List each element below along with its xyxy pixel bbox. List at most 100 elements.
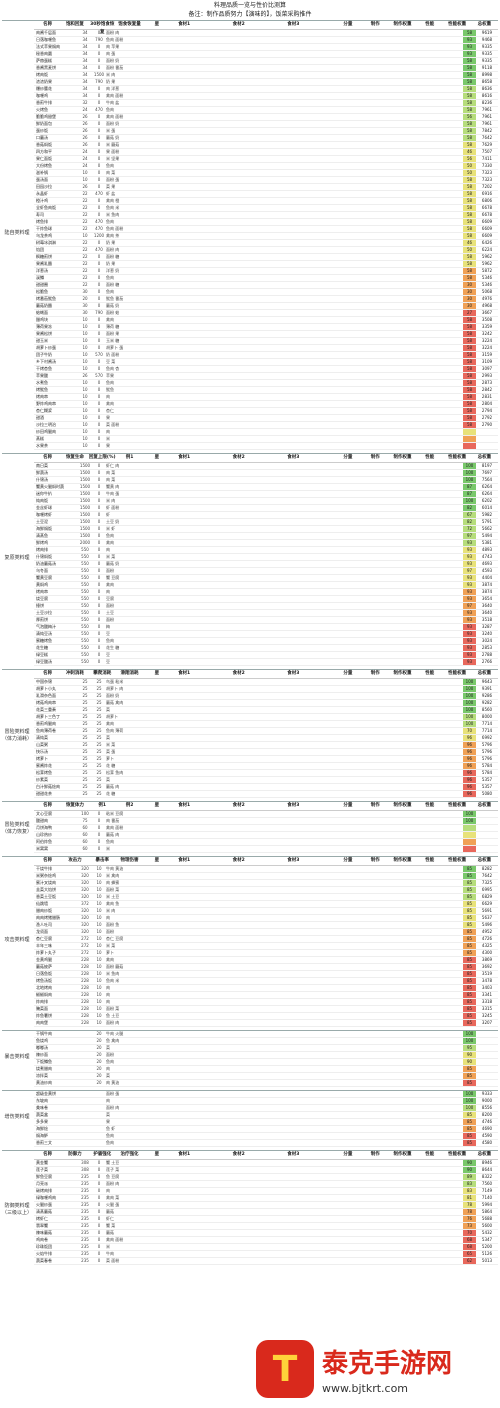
table-row: 乡下村酱汤 10 0 豆 菜 58 3109 — [34, 359, 498, 366]
spacer — [136, 373, 463, 379]
stat-2: 10 — [96, 915, 102, 920]
ingredients: 米 坚果 — [106, 156, 120, 161]
total-weight: 9643 — [481, 679, 493, 684]
column-header: 食材2 — [232, 671, 245, 676]
stat-1 — [78, 1038, 92, 1044]
dish-name: 阿伯炸鱼 — [36, 839, 52, 844]
stat-1: 235 — [81, 1188, 89, 1193]
ingredients: 豆 菜 — [106, 359, 116, 364]
score-cell: 96 — [463, 756, 476, 762]
score-cell: 58 — [463, 366, 476, 372]
stat-1 — [78, 1073, 92, 1079]
spacer — [136, 1251, 463, 1257]
stat-1: 24 — [82, 156, 88, 161]
ingredients: 米 肉 — [106, 72, 116, 77]
score-cell: 58 — [463, 422, 476, 428]
score-cell: 30 — [463, 282, 476, 288]
table-row: 绿咖喱鸡肉 235 0 禽肉 菜 81 7140 — [34, 1195, 498, 1202]
dish-name: 腌菜面 — [36, 1006, 48, 1011]
total-weight: 9286 — [481, 693, 493, 698]
score-cell: 87 — [463, 491, 476, 497]
stat-2: 470 — [95, 226, 103, 231]
page-note: 备注：制作品质努力【演味的】，饭菜采购推件 — [188, 11, 312, 18]
table-row: 鱼烧鸡 20 鱼 禽肉 100 — [34, 1038, 498, 1045]
stat-2 — [92, 1112, 106, 1118]
ingredients: 面粉 蘑菇 — [106, 964, 124, 969]
table-row: 绿豆糕 550 0 豆 93 2788 — [34, 652, 498, 659]
stat-2: 0 — [97, 282, 101, 287]
score-cell: 93 — [463, 44, 476, 50]
table-row: 大份烤鱼 24 0 鱼肉 50 7330 — [34, 163, 498, 170]
ingredients: 肉 — [106, 394, 110, 399]
total-weight: 3109 — [481, 359, 493, 364]
table-row: 火焰牛排 235 0 牛肉 65 5126 — [34, 1251, 498, 1258]
dish-name: 蜜酱炸花 — [36, 763, 52, 768]
spacer — [136, 735, 463, 741]
table-row: 酸甜肉 75 0 肉 番茄 100 — [34, 818, 498, 825]
stat-2: 20 — [96, 1066, 102, 1071]
total-weight — [476, 1059, 498, 1065]
spacer — [136, 1006, 463, 1012]
column-header: 制作 — [370, 803, 380, 808]
score-cell: 58 — [463, 128, 476, 134]
dish-name: 四方和平 — [36, 149, 52, 154]
score-cell: 62 — [463, 1258, 476, 1264]
spacer — [136, 72, 463, 78]
table-row: 海鲜烩 鱼 虾 85 4690 — [34, 1126, 498, 1133]
spacer — [136, 742, 463, 748]
score-cell: 30 — [463, 303, 476, 309]
spacer — [136, 1013, 463, 1019]
score-cell: 85 — [463, 978, 476, 984]
dish-name: 沙拉三明治 — [36, 422, 56, 427]
stat-2: 25 — [96, 686, 102, 691]
column-header: 暴击率 — [95, 858, 109, 863]
total-weight: 8658 — [481, 79, 493, 84]
column-header: 制作权重 — [393, 1152, 412, 1157]
ingredients: 面粉 番茄 — [106, 65, 124, 70]
column-header — [198, 802, 225, 810]
spacer — [136, 763, 463, 769]
stat-1: 10 — [82, 324, 88, 329]
ingredients: 面粉 糖 — [106, 254, 120, 259]
table-row: 清炖豆汤 550 0 豆 93 3240 — [34, 631, 498, 638]
column-header: 制作 — [370, 455, 380, 460]
ingredients: 豆腐 — [106, 596, 114, 601]
score-cell: 93 — [463, 540, 476, 546]
total-weight: 5346 — [481, 282, 493, 287]
table-row: 蟹黄豆腐 550 0 蟹 豆腐 93 4404 — [34, 575, 498, 582]
table-row: 土豆泥 1500 0 土豆 奶 82 5791 — [34, 519, 498, 526]
table-row: 南日菜 1500 0 虾仁 肉 100 8197 — [34, 463, 498, 470]
stat-2: 0 — [97, 338, 101, 343]
column-header: 食材2 — [232, 858, 245, 863]
dish-name: 鲜鱼豆腐 — [36, 1174, 52, 1179]
stat-2: 10 — [96, 1006, 102, 1011]
stat-2: 0 — [97, 463, 101, 468]
total-weight: 6829 — [481, 894, 493, 899]
spacer — [136, 1066, 463, 1072]
total-weight: 5637 — [481, 915, 493, 920]
ingredients: 土豆 — [106, 610, 114, 615]
table-row: 翡翠蟹 235 0 蟹 菜 73 5600 — [34, 1223, 498, 1230]
stat-1: 550 — [81, 638, 89, 643]
stat-1: 10 — [82, 338, 88, 343]
stat-2: 20 — [96, 1031, 102, 1036]
stat-1: 22 — [82, 205, 88, 210]
stat-2: 0 — [97, 163, 101, 168]
total-weight: 5200 — [481, 1244, 493, 1249]
spacer — [136, 839, 463, 845]
total-weight: 5347 — [481, 1237, 493, 1242]
ingredients: 牛肉 蛋 — [106, 491, 120, 496]
ingredients: 蟹 土豆 — [106, 1160, 120, 1165]
dish-name: 韭菜大馅饼 — [36, 887, 56, 892]
stat-1: 550 — [81, 624, 89, 629]
stat-1: 26 — [82, 121, 88, 126]
spacer — [136, 275, 463, 281]
dish-name: 辣炒面 — [36, 1052, 48, 1057]
score-cell: 30 — [463, 296, 476, 302]
score-cell: 100 — [463, 679, 476, 685]
ingredients: 面粉 蛋 — [106, 177, 120, 182]
spacer — [136, 317, 463, 323]
stat-1 — [78, 1140, 92, 1146]
spacer — [136, 505, 463, 511]
stat-1: 228 — [81, 971, 89, 976]
